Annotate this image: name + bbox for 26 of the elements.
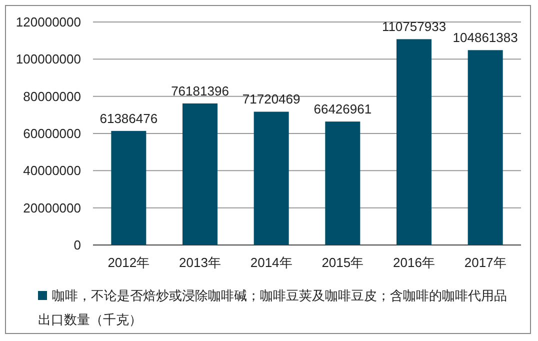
x-tick-label: 2014年 — [250, 255, 292, 270]
y-tick-label: 120000000 — [16, 14, 81, 30]
y-tick-label: 20000000 — [23, 200, 81, 216]
data-label: 66426961 — [314, 102, 372, 117]
data-label: 76181396 — [171, 83, 229, 98]
bar — [468, 50, 503, 245]
bar — [254, 112, 289, 245]
x-tick-label: 2012年 — [108, 255, 150, 270]
data-label: 104861383 — [452, 30, 518, 46]
bar — [111, 130, 146, 245]
y-tick-label: 0 — [74, 238, 81, 252]
y-tick-label: 80000000 — [23, 88, 81, 104]
y-tick-label: 60000000 — [23, 126, 81, 141]
bar — [396, 39, 432, 245]
data-label: 71720469 — [242, 92, 300, 107]
y-tick-label: 40000000 — [23, 163, 81, 178]
x-tick-label: 2015年 — [322, 255, 364, 270]
y-tick-label: 100000000 — [16, 52, 81, 67]
bar — [182, 103, 218, 245]
legend-label: 咖啡，不论是否焙炒或浸除咖啡碱；咖啡豆荚及咖啡豆皮；含咖啡的咖啡代用品出口数量（千克） — [38, 287, 508, 329]
data-label: 61386476 — [100, 110, 158, 126]
x-tick-label: 2017年 — [464, 255, 506, 270]
x-tick-label: 2013年 — [179, 255, 221, 270]
data-label: 110757933 — [382, 19, 446, 34]
x-tick-label: 2016年 — [393, 255, 435, 270]
bar — [325, 122, 360, 245]
